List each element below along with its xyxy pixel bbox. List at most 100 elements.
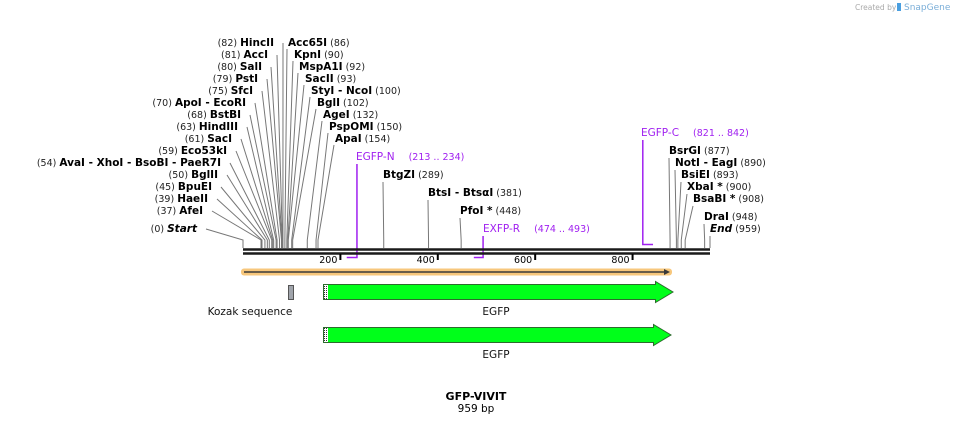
site-position: (81)	[221, 50, 244, 61]
site-leader-line	[459, 217, 462, 248]
enzyme-name: End	[710, 223, 733, 235]
site-position: (959)	[732, 224, 761, 235]
enzyme-name: BpuEI	[178, 181, 212, 193]
enzyme-name: Start	[167, 223, 198, 235]
site-bgli[interactable]: BglI (102)	[292, 97, 369, 248]
logo-created-by: Created by	[855, 3, 897, 12]
logo-brand: SnapGene	[904, 3, 951, 13]
site-position: (893)	[710, 170, 739, 181]
site-eco53ki[interactable]: (59) Eco53kI	[158, 145, 273, 248]
enzyme-name: EagI	[712, 157, 738, 169]
primer-egfp-c[interactable]: EGFP-C (821 .. 842)	[641, 127, 749, 246]
site-haeii[interactable]: (39) HaeII	[155, 193, 263, 248]
enzyme-name: SacI	[207, 133, 232, 145]
site-acc65i[interactable]: Acc65I (86)	[284, 37, 350, 248]
tick-label: 400	[417, 255, 435, 266]
site-start[interactable]: (0) Start	[151, 223, 244, 248]
site-position: (900)	[723, 182, 752, 193]
site-leader-line	[216, 198, 263, 248]
site-btgzi[interactable]: BtgZI (289)	[382, 169, 444, 248]
site-bstbi[interactable]: (68) BstBI	[187, 109, 277, 248]
site-kpni[interactable]: KpnI (90)	[286, 49, 344, 248]
map-length: 959 bp	[458, 403, 495, 415]
orf-arrow[interactable]	[241, 268, 672, 276]
snapgene-logo: Created by SnapGene	[855, 3, 951, 13]
site-leader-line	[249, 114, 277, 248]
site-bsabi[interactable]: BsaBI * (908)	[684, 193, 764, 248]
site-leader-line	[292, 108, 317, 248]
site-hincii[interactable]: (82) HincII	[218, 37, 284, 248]
enzyme-name: BsiEI	[681, 169, 710, 181]
site-label: (45) BpuEI	[155, 181, 212, 193]
feature-egfp-2[interactable]: EGFP	[323, 323, 672, 362]
feature-egfp-1[interactable]: EGFP	[323, 280, 674, 319]
enzyme-name: ApaI	[335, 133, 362, 145]
site-position: (890)	[737, 158, 766, 169]
site-styi[interactable]: StyI - NcoI (100)	[291, 85, 401, 248]
feature-label-egfp-2: EGFP	[482, 349, 509, 361]
enzyme-name: BtsαI	[463, 187, 493, 199]
enzyme-name: AvaI	[59, 157, 85, 169]
site-leader-line	[284, 48, 288, 248]
site-end[interactable]: End (959)	[709, 223, 761, 248]
site-bpuei[interactable]: (45) BpuEI	[155, 181, 266, 248]
site-apai[interactable]: ApaI (154)	[317, 133, 390, 248]
enzyme-name: BsoBI	[135, 157, 168, 169]
name-separator: -	[451, 187, 463, 199]
enzyme-name: NcoI	[346, 85, 372, 97]
site-label: (81) AccI	[221, 49, 268, 61]
site-position: (37)	[157, 206, 180, 217]
site-agei[interactable]: AgeI (132)	[306, 109, 378, 248]
site-position: (54)	[37, 158, 60, 169]
site-sacii[interactable]: SacII (93)	[287, 73, 356, 248]
site-position: (68)	[187, 110, 210, 121]
site-leader-line	[677, 181, 682, 248]
site-leader-line	[261, 90, 281, 248]
name-separator: -	[334, 85, 346, 97]
enzyme-name: ApoI	[175, 97, 202, 109]
site-label: BtgZI (289)	[383, 169, 444, 181]
site-leader-line	[680, 193, 688, 248]
site-label: ApaI (154)	[335, 133, 390, 145]
site-leader-line	[254, 102, 278, 248]
feature-kozak[interactable]: Kozak sequence	[208, 285, 294, 319]
primer-range: (474 .. 493)	[534, 224, 590, 235]
site-label: (79) PstI	[213, 73, 258, 85]
primer-label: EGFP-C (821 .. 842)	[641, 127, 749, 139]
primer-name: EGFP-C	[641, 127, 679, 139]
site-saci[interactable]: (61) SacI	[185, 133, 274, 248]
site-noti[interactable]: NotI - EagI (890)	[674, 157, 766, 248]
site-label: SacII (93)	[305, 73, 356, 85]
enzyme-name: BsaBI *	[693, 193, 736, 205]
site-drai[interactable]: DraI (948)	[703, 211, 757, 248]
site-hindiii[interactable]: (63) HindIII	[176, 121, 275, 248]
site-bsiei[interactable]: BsiEI (893)	[677, 169, 739, 248]
site-label: AgeI (132)	[323, 109, 378, 121]
site-label: DraI (948)	[704, 211, 757, 223]
site-apoi[interactable]: (70) ApoI - EcoRI	[152, 97, 278, 248]
map-title: GFP-VIVIT	[446, 390, 507, 403]
enzyme-name: XhoI	[97, 157, 124, 169]
site-bsrgi[interactable]: BsrGI (877)	[668, 145, 730, 248]
site-label: (54) AvaI - XhoI - BsoBI - PaeR7I	[37, 157, 221, 169]
site-bglii[interactable]: (50) BglII	[169, 169, 268, 248]
site-label: KpnI (90)	[294, 49, 344, 61]
site-btsi[interactable]: BtsI - BtsαI (381)	[427, 187, 522, 248]
site-position: (102)	[340, 98, 369, 109]
primer-binding-mark	[346, 164, 358, 259]
site-label: BsaBI * (908)	[693, 193, 764, 205]
site-position: (70)	[152, 98, 175, 109]
site-xbai[interactable]: XbaI * (900)	[680, 181, 752, 248]
primer-egfp-n[interactable]: EGFP-N (213 .. 234)	[346, 151, 465, 259]
site-sfci[interactable]: (75) SfcI	[208, 85, 281, 248]
site-position: (132)	[350, 110, 379, 121]
site-pspomi[interactable]: PspOMI (150)	[315, 121, 402, 248]
site-leader-line	[286, 60, 294, 248]
primer-exfp-r[interactable]: EXFP-R (474 .. 493)	[473, 223, 590, 259]
site-avai[interactable]: (54) AvaI - XhoI - BsoBI - PaeR7I	[37, 157, 270, 248]
site-afei[interactable]: (37) AfeI	[157, 205, 262, 248]
site-leader-line	[684, 205, 694, 248]
restriction-sites: (0) Start(37) AfeI(39) HaeII(45) BpuEI(5…	[37, 37, 766, 248]
site-pfoi[interactable]: PfoI * (448)	[459, 205, 521, 248]
